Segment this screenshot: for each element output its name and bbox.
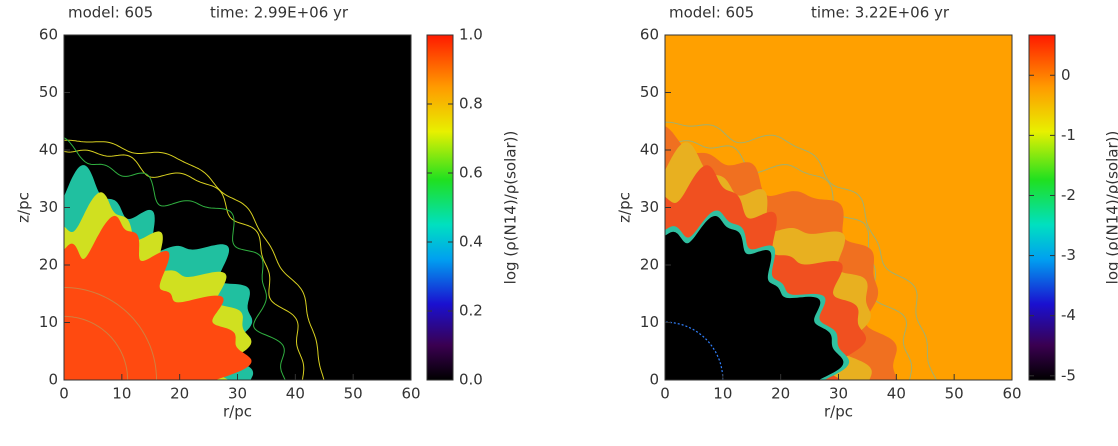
x-tick-label: 20 (771, 385, 790, 403)
y-tick-label: 50 (640, 83, 659, 101)
subtitle: time: 2.99E+06 yr (210, 4, 349, 22)
colorbar-tick-label: 0 (1061, 66, 1071, 84)
colorbar-tick-label: -1 (1061, 126, 1076, 144)
colorbar-tick-label: -4 (1061, 306, 1076, 324)
title: model: 605 (68, 4, 153, 22)
colorbar-tick-label: 0.0 (459, 371, 483, 389)
y-tick-label: 10 (39, 313, 58, 331)
x-tick-label: 40 (286, 385, 305, 403)
y-tick-label: 30 (39, 198, 58, 216)
colorbar-label: log (ρ(N14)/ρ(solar)) (1104, 131, 1118, 285)
colorbar (427, 35, 453, 380)
colorbar-tick-label: -3 (1061, 246, 1076, 264)
colorbar-tick-label: 0.8 (459, 95, 483, 113)
x-tick-label: 60 (401, 385, 420, 403)
x-axis-label: r/pc (223, 403, 252, 421)
x-axis-label: r/pc (824, 403, 853, 421)
y-tick-label: 10 (640, 313, 659, 331)
y-axis-label: z/pc (616, 192, 634, 223)
x-tick-label: 0 (660, 385, 670, 403)
panel: 0 10 20 30 40 50 60 0 10 20 30 40 50 60 r/pc z/pc model:… (15, 4, 520, 421)
y-tick-label: 40 (39, 141, 58, 159)
y-tick-label: 0 (48, 371, 58, 389)
title: model: 605 (669, 4, 754, 22)
x-tick-label: 10 (112, 385, 131, 403)
simulation-image (64, 35, 411, 380)
y-tick-label: 40 (640, 141, 659, 159)
x-tick-label: 20 (170, 385, 189, 403)
y-tick-label: 20 (640, 256, 659, 274)
x-tick-label: 10 (713, 385, 732, 403)
y-tick-label: 60 (39, 26, 58, 44)
x-tick-label: 30 (829, 385, 848, 403)
x-tick-label: 50 (945, 385, 964, 403)
y-tick-label: 60 (640, 26, 659, 44)
x-tick-label: 50 (344, 385, 363, 403)
y-tick-label: 30 (640, 198, 659, 216)
colorbar-tick-label: -2 (1061, 186, 1076, 204)
colorbar-tick-label: 0.2 (459, 302, 483, 320)
y-axis-label: z/pc (15, 192, 33, 223)
x-tick-label: 0 (59, 385, 69, 403)
colorbar-tick-label: 0.4 (459, 233, 483, 251)
colorbar (1029, 35, 1055, 380)
subtitle: time: 3.22E+06 yr (811, 4, 950, 22)
colorbar-tick-label: 0.6 (459, 164, 483, 182)
y-tick-label: 20 (39, 256, 58, 274)
panel: 0 10 20 30 40 50 60 0 10 20 30 40 50 60 r/pc z/pc model:… (616, 4, 1118, 421)
colorbar-label: log (ρ(N14)/ρ(solar)) (502, 131, 520, 285)
colorbar-tick-label: -5 (1061, 366, 1076, 384)
x-tick-label: 30 (228, 385, 247, 403)
simulation-image (665, 35, 1012, 380)
colorbar-tick-label: 1.0 (459, 26, 483, 44)
y-tick-label: 50 (39, 83, 58, 101)
y-tick-label: 0 (649, 371, 659, 389)
x-tick-label: 60 (1002, 385, 1021, 403)
x-tick-label: 40 (887, 385, 906, 403)
